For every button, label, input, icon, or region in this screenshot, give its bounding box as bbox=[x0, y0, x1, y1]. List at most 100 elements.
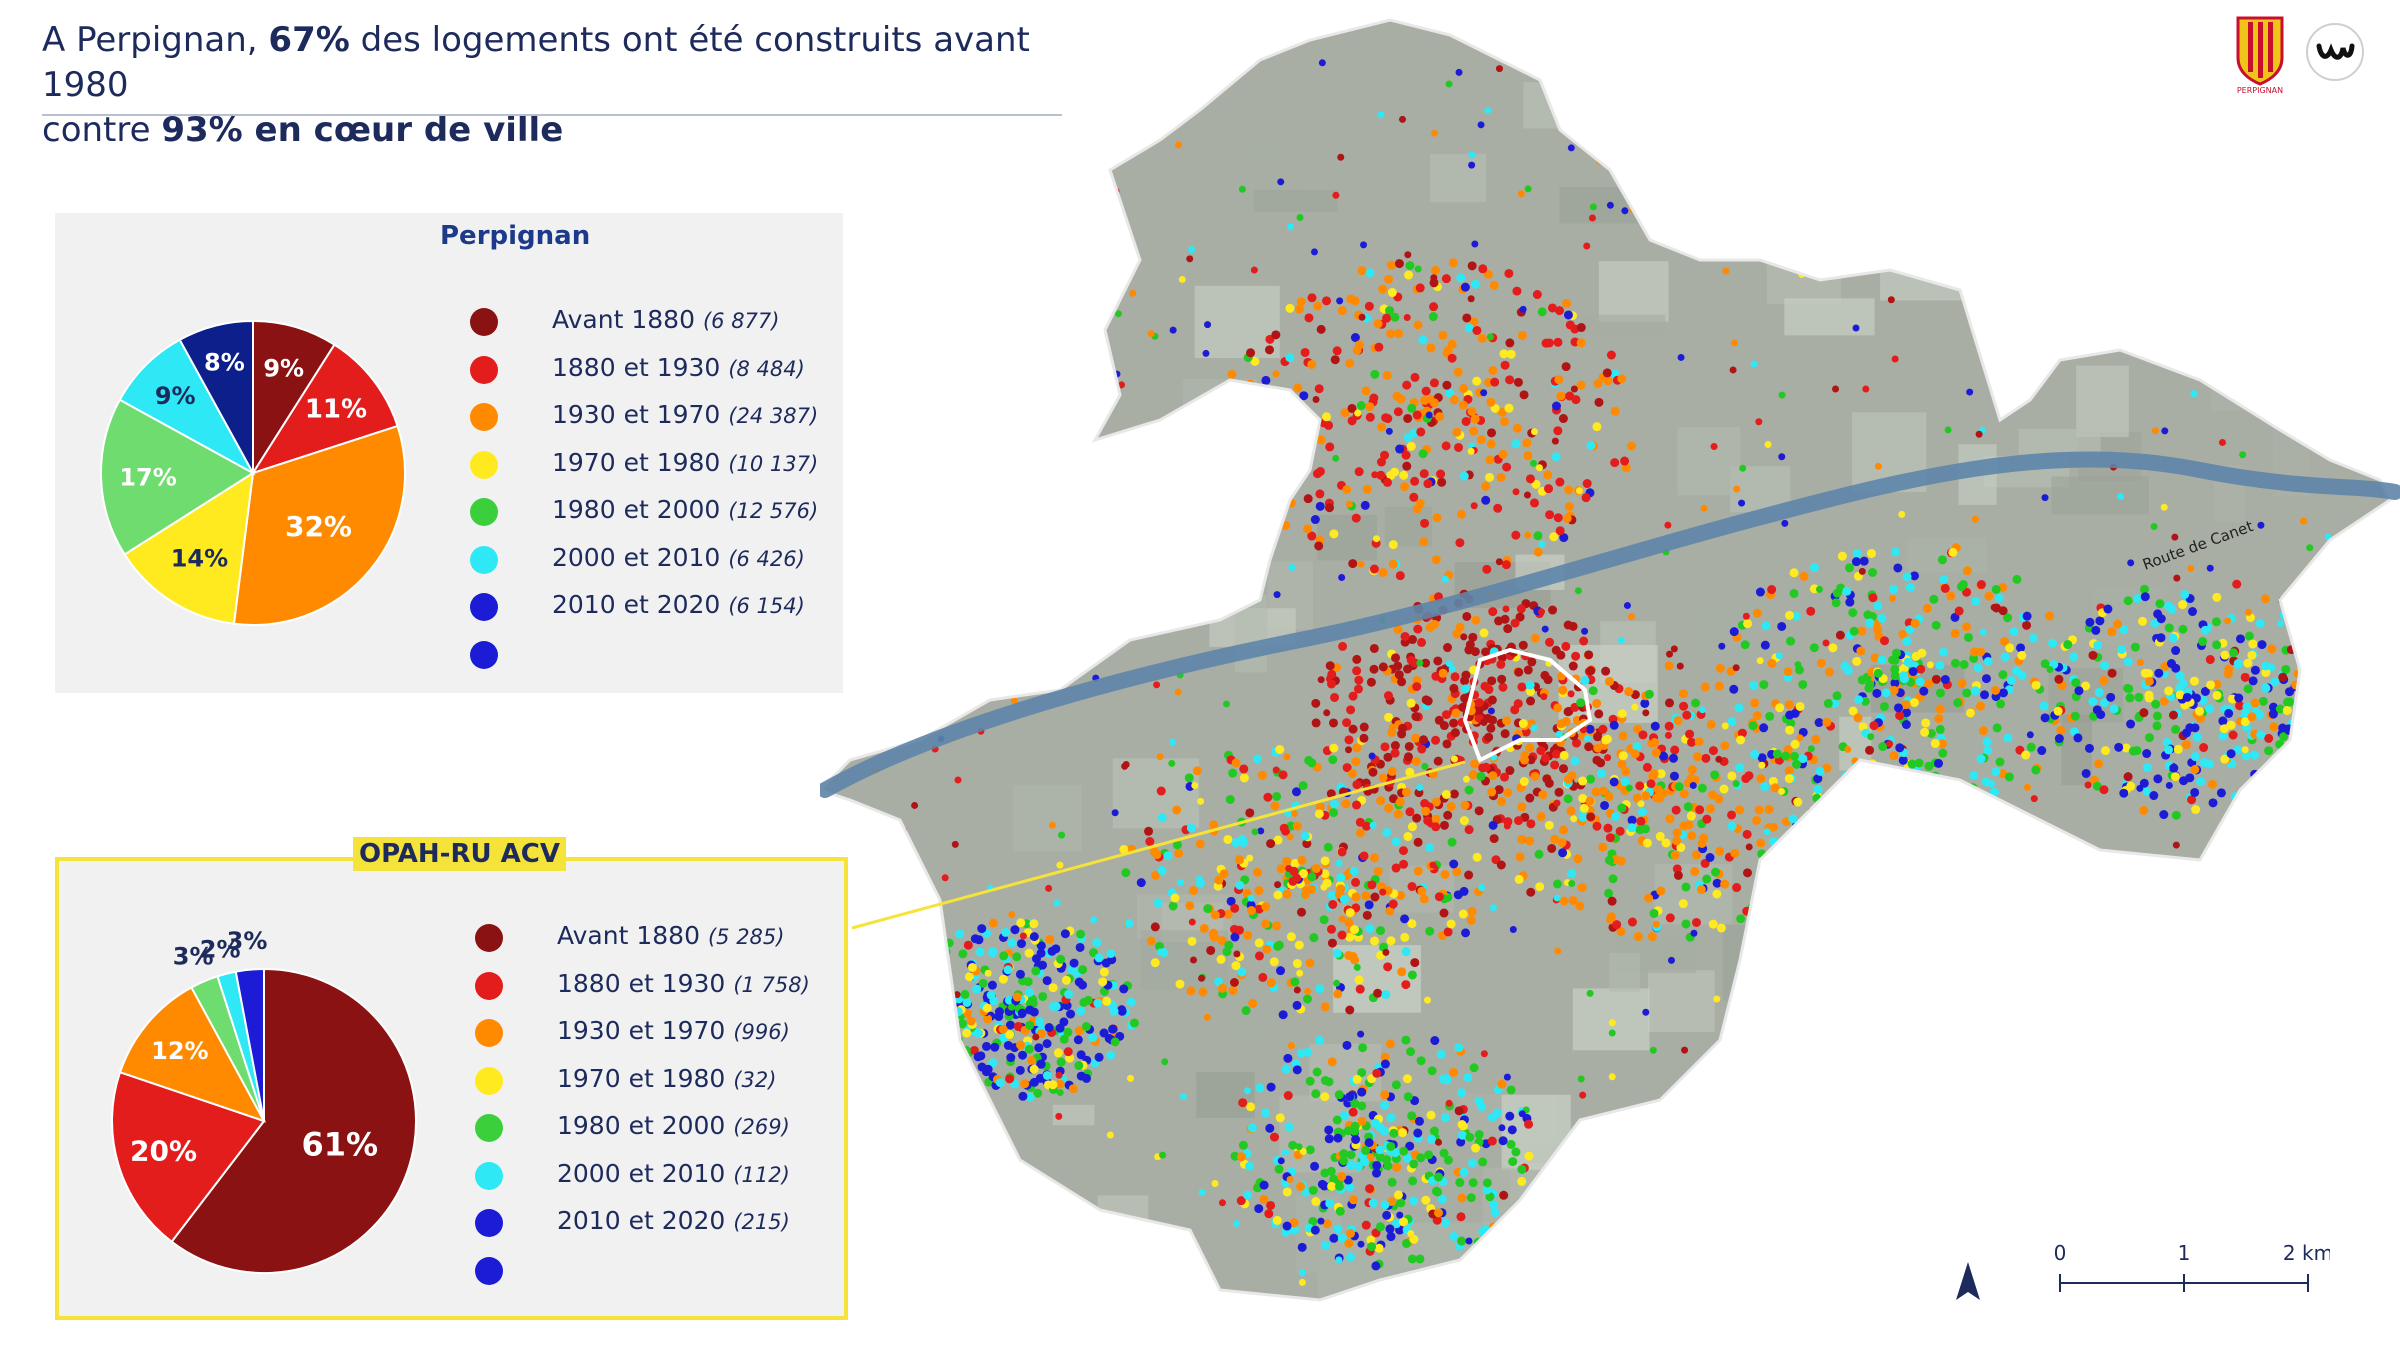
legend-label: 2010 et 2020 (6 154) bbox=[552, 590, 805, 619]
legend-swatch bbox=[470, 640, 498, 669]
legend-label: 1970 et 1980 (32) bbox=[557, 1063, 777, 1093]
perpignan-map: Route de Canet bbox=[820, 18, 2400, 1302]
legend-item: 1970 et 1980 (10 137) bbox=[470, 447, 890, 479]
legend-label: 1980 et 2000 (269) bbox=[557, 1111, 790, 1140]
legend-count: (32) bbox=[733, 1067, 777, 1092]
legend-swatch bbox=[475, 1161, 503, 1190]
legend-swatch bbox=[475, 1066, 503, 1095]
pie-slice bbox=[178, 319, 254, 474]
legend-swatch bbox=[470, 498, 498, 526]
legend-item: 1980 et 2000 (269) bbox=[475, 1111, 895, 1142]
legend-label: 2000 et 2010 (112) bbox=[557, 1158, 790, 1188]
pie-slice-label: 32% bbox=[285, 510, 352, 543]
title-divider bbox=[42, 114, 1062, 116]
legend-item: 2010 et 2020 (6 154) bbox=[470, 590, 890, 621]
opah-connector-line bbox=[851, 760, 1466, 930]
legend-label: 1880 et 1930 (1 758) bbox=[557, 968, 810, 998]
north-arrow-icon bbox=[1956, 1262, 1980, 1300]
legend-label: 1880 et 1930 (8 484) bbox=[552, 352, 805, 382]
legend-swatch bbox=[470, 403, 498, 431]
legend-swatch bbox=[475, 1256, 503, 1285]
legend-swatch bbox=[475, 971, 503, 1000]
legend-item: 1930 et 1970 (24 387) bbox=[470, 400, 890, 431]
legend-item: Avant 1880 (6 877) bbox=[470, 305, 890, 336]
perpignan-chart-title: Perpignan bbox=[440, 221, 591, 251]
opah-chart-panel: OPAH-RU ACV 61% 20% 12% 3% 2% 3% Avant 1880 (5… bbox=[55, 837, 848, 1320]
perpignan-pie-chart: 9%11%32%14%17%9%8% bbox=[100, 319, 406, 626]
scale-label-2: 2 km bbox=[2283, 1241, 2330, 1265]
opah-pie-chart: 61% 20% 12% 3%2%3% bbox=[111, 927, 417, 1274]
legend-item: 2010 et 2020 (215) bbox=[475, 1206, 895, 1237]
legend-item: 1930 et 1970 (996) bbox=[475, 1016, 895, 1047]
perpignan-city-logo: PERPIGNAN bbox=[2236, 16, 2284, 95]
pie-slice-label: 8% bbox=[204, 349, 245, 377]
pie-slice bbox=[252, 319, 336, 477]
legend-count: (996) bbox=[733, 1020, 790, 1044]
legend-swatch bbox=[470, 308, 498, 336]
legend-label: 1970 et 1980 (10 137) bbox=[552, 447, 819, 477]
legend-count: (6 877) bbox=[702, 309, 780, 333]
pie-slice-label: 3% bbox=[173, 943, 214, 971]
legend-item: 2000 et 2010 (6 426) bbox=[470, 542, 890, 574]
pie-slice-label: 12% bbox=[151, 1037, 208, 1065]
river bbox=[820, 451, 2400, 798]
opah-perimeter bbox=[1462, 647, 1593, 763]
partner-logo bbox=[2306, 23, 2364, 81]
pie-slice-label: 11% bbox=[305, 395, 367, 425]
legend-item: 1970 et 1980 (32) bbox=[475, 1063, 895, 1095]
legend-label: 2000 et 2010 (6 426) bbox=[552, 542, 805, 572]
legend-count: (5 285) bbox=[707, 925, 785, 949]
pie-slice bbox=[118, 986, 267, 1123]
legend-count: (12 576) bbox=[728, 499, 819, 523]
legend-count: (24 387) bbox=[728, 404, 819, 428]
pie-slice-label: 20% bbox=[130, 1135, 197, 1168]
pie-slice bbox=[111, 1070, 266, 1244]
pie-slice-label: 17% bbox=[119, 463, 176, 491]
pie-slice-label: 61% bbox=[301, 1126, 378, 1164]
legend-swatch bbox=[470, 593, 498, 621]
legend-count: (10 137) bbox=[728, 451, 819, 476]
legend-swatch bbox=[475, 1114, 503, 1142]
legend-swatch bbox=[470, 355, 498, 384]
legend-count: (6 154) bbox=[728, 594, 805, 618]
legend-swatch bbox=[470, 450, 498, 479]
legend-item bbox=[475, 1254, 895, 1285]
legend-swatch bbox=[475, 1019, 503, 1047]
legend-item: 2000 et 2010 (112) bbox=[475, 1158, 895, 1190]
legend-count: (6 426) bbox=[728, 546, 805, 571]
legend-count: (1 758) bbox=[733, 972, 810, 997]
legend-swatch bbox=[475, 1209, 503, 1237]
legend-item: Avant 1880 (5 285) bbox=[475, 921, 895, 952]
scale-label-0: 0 bbox=[2054, 1241, 2067, 1265]
pie-slice bbox=[234, 967, 265, 1122]
pie-slice-label: 14% bbox=[171, 544, 228, 572]
legend-swatch bbox=[475, 924, 503, 952]
legend-count: (215) bbox=[733, 1210, 790, 1234]
pie-slice bbox=[170, 967, 417, 1274]
scale-label-1: 1 bbox=[2178, 1241, 2191, 1265]
legend-item bbox=[470, 638, 890, 669]
legend-label: 1980 et 2000 (12 576) bbox=[552, 495, 819, 524]
legend-count: (112) bbox=[733, 1162, 790, 1187]
legend-label: Avant 1880 (5 285) bbox=[557, 921, 785, 950]
legend-count: (269) bbox=[733, 1115, 790, 1139]
legend-label: 1930 et 1970 (24 387) bbox=[552, 400, 819, 429]
pie-slice bbox=[118, 338, 256, 476]
pie-slice bbox=[100, 398, 255, 556]
pie-slice-label: 9% bbox=[155, 382, 196, 410]
legend-item: 1880 et 1930 (8 484) bbox=[470, 352, 890, 384]
pie-slice-label: 9% bbox=[263, 354, 304, 382]
legend-swatch bbox=[470, 545, 498, 574]
pie-slice-label: 2% bbox=[200, 935, 241, 963]
legend-label: Avant 1880 (6 877) bbox=[552, 305, 780, 334]
legend-count: (8 484) bbox=[728, 356, 805, 381]
scale-bar: 0 1 2 km bbox=[2054, 1241, 2330, 1292]
legend-item: 1980 et 2000 (12 576) bbox=[470, 495, 890, 526]
pie-slice bbox=[250, 343, 399, 475]
legend-label: 1930 et 1970 (996) bbox=[557, 1016, 790, 1045]
opah-chart-title: OPAH-RU ACV bbox=[353, 837, 566, 871]
svg-text:PERPIGNAN: PERPIGNAN bbox=[2237, 86, 2283, 95]
perpignan-chart-panel: Perpignan 9% 11% 32% 14% 17% 9% 8% Avant 1880(… bbox=[55, 213, 843, 693]
page-title: A Perpignan, 67% des logements ont été c… bbox=[42, 20, 1030, 150]
pie-slice bbox=[232, 424, 406, 626]
